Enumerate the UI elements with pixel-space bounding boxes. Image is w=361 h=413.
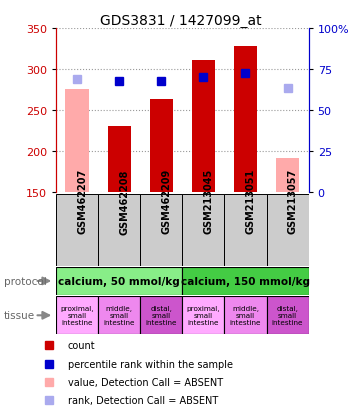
Bar [56, 267, 182, 295]
Bar [65, 90, 88, 192]
Text: protocol: protocol [4, 276, 46, 286]
Bar [140, 297, 182, 335]
Bar [266, 194, 309, 266]
Bar [192, 61, 215, 192]
Text: calcium, 50 mmol/kg: calcium, 50 mmol/kg [58, 276, 180, 286]
Text: GSM213057: GSM213057 [288, 169, 297, 234]
Bar [266, 297, 309, 335]
Text: rank, Detection Call = ABSENT: rank, Detection Call = ABSENT [68, 395, 218, 405]
Text: GSM462208: GSM462208 [119, 169, 129, 234]
Bar [56, 194, 98, 266]
Text: GSM462209: GSM462209 [161, 169, 171, 234]
Bar [182, 297, 225, 335]
Bar [225, 194, 266, 266]
Text: proximal,
small
intestine: proximal, small intestine [187, 306, 220, 325]
Bar [98, 194, 140, 266]
Text: GSM213045: GSM213045 [203, 169, 213, 234]
Bar [225, 297, 266, 335]
Text: GDS3831 / 1427099_at: GDS3831 / 1427099_at [100, 14, 261, 28]
Bar [140, 194, 182, 266]
Text: middle,
small
intestine: middle, small intestine [103, 306, 135, 325]
Text: GSM213051: GSM213051 [245, 169, 256, 234]
Text: tissue: tissue [4, 311, 35, 320]
Text: middle,
small
intestine: middle, small intestine [230, 306, 261, 325]
Bar [150, 100, 173, 192]
Text: count: count [68, 341, 96, 351]
Bar [98, 297, 140, 335]
Bar [56, 297, 98, 335]
Text: proximal,
small
intestine: proximal, small intestine [60, 306, 94, 325]
Text: value, Detection Call = ABSENT: value, Detection Call = ABSENT [68, 377, 223, 387]
Text: GSM462207: GSM462207 [77, 169, 87, 234]
Text: calcium, 150 mmol/kg: calcium, 150 mmol/kg [181, 276, 310, 286]
Bar [108, 127, 131, 192]
Text: percentile rank within the sample: percentile rank within the sample [68, 359, 233, 369]
Text: distal,
small
intestine: distal, small intestine [272, 306, 303, 325]
Bar [182, 194, 225, 266]
Bar [276, 159, 299, 192]
Bar [234, 47, 257, 192]
Text: distal,
small
intestine: distal, small intestine [145, 306, 177, 325]
Bar [182, 267, 309, 295]
